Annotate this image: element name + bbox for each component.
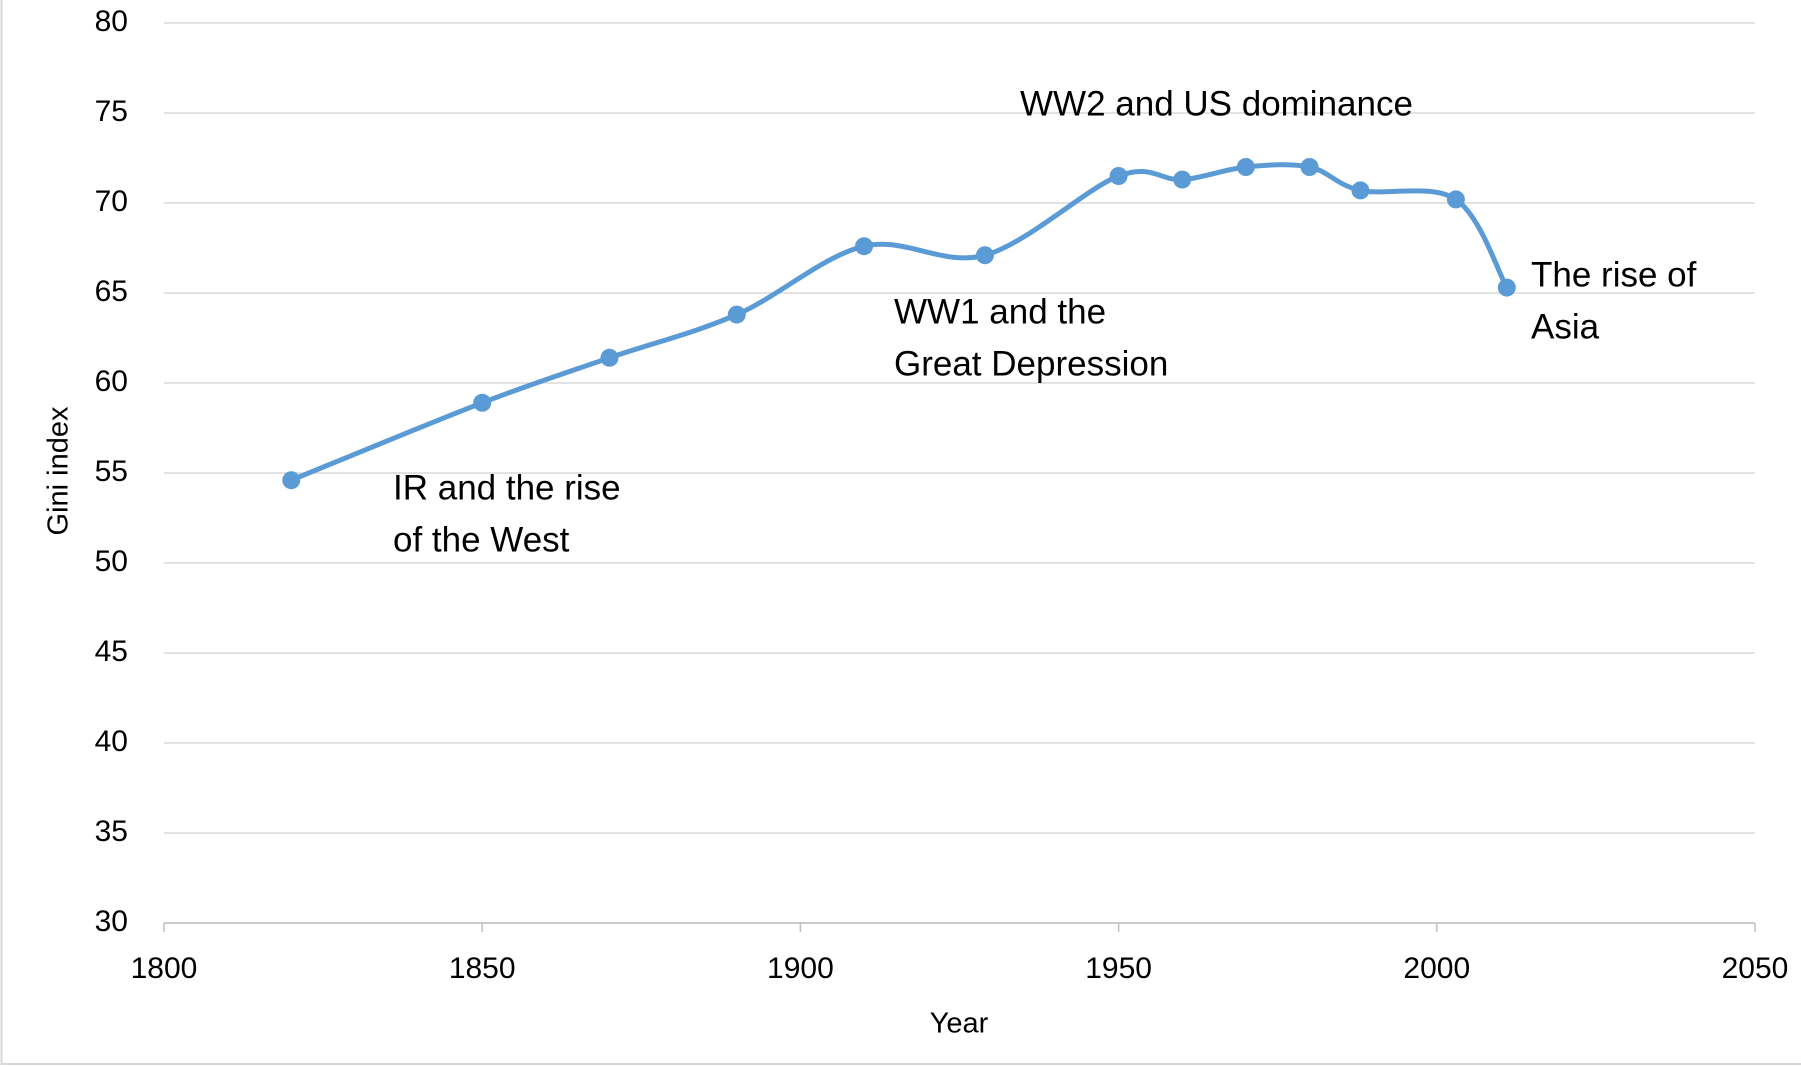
y-tick-label: 60 [95, 365, 128, 398]
annotation: Great Depression [894, 344, 1168, 383]
annotation: Asia [1531, 307, 1600, 346]
x-tick-label: 1800 [131, 952, 198, 985]
x-tick-label: 2050 [1722, 952, 1789, 985]
data-point [1236, 158, 1255, 176]
y-tick-label: 55 [95, 455, 128, 488]
y-tick-label: 75 [95, 95, 128, 128]
x-tick-label: 1950 [1085, 952, 1152, 985]
y-tick-label: 65 [95, 275, 128, 308]
y-tick-label: 40 [95, 725, 128, 758]
x-axis-title: Year [930, 1008, 989, 1040]
y-tick-label: 45 [95, 635, 128, 668]
y-tick-label: 80 [95, 5, 128, 38]
annotation: of the West [393, 520, 570, 559]
data-point [1446, 190, 1465, 209]
y-tick-label: 70 [95, 185, 128, 218]
data-point [600, 348, 619, 367]
data-point [282, 471, 301, 490]
data-point [1173, 170, 1192, 189]
annotation: WW1 and the [894, 292, 1106, 331]
y-axis-title: Gini index [43, 406, 75, 535]
y-tick-label: 30 [95, 905, 128, 938]
data-point [473, 393, 492, 412]
data-point [1300, 158, 1319, 176]
data-point [1109, 167, 1128, 185]
y-tick-label: 35 [95, 815, 128, 848]
data-point [727, 305, 746, 324]
data-point [1497, 278, 1516, 297]
annotation: WW2 and US dominance [1020, 84, 1413, 123]
data-point [975, 246, 994, 265]
annotation: IR and the rise [393, 468, 621, 507]
annotation: The rise of [1531, 255, 1697, 294]
data-point [1351, 181, 1370, 200]
data-point [855, 237, 874, 256]
x-tick-label: 1900 [767, 952, 834, 985]
y-tick-label: 50 [95, 545, 128, 578]
x-tick-label: 2000 [1403, 952, 1470, 985]
x-tick-label: 1850 [449, 952, 516, 985]
